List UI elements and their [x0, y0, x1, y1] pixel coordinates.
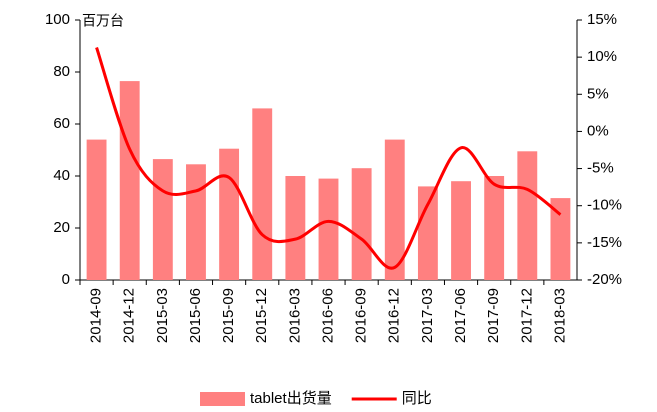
y-tick-label: 20: [53, 219, 70, 236]
y2-tick-label: 0%: [587, 122, 609, 139]
x-tick-label: 2016-12: [386, 288, 403, 343]
bar: [384, 139, 405, 280]
bar: [119, 81, 140, 280]
y2-tick-label: -20%: [587, 271, 622, 288]
y-tick-label: 0: [62, 271, 70, 288]
bar: [152, 159, 173, 280]
bar: [351, 168, 372, 280]
x-tick-label: 2015-06: [187, 288, 204, 343]
x-tick-label: 2017-12: [518, 288, 535, 343]
legend-label: tablet出货量: [250, 390, 332, 407]
x-tick-label: 2014-12: [121, 288, 138, 343]
bar: [252, 108, 273, 281]
bar: [517, 151, 538, 280]
bar: [186, 164, 206, 280]
x-tick-label: 2016-03: [286, 288, 303, 343]
x-tick-label: 2017-09: [485, 288, 502, 343]
bar: [550, 198, 571, 280]
y2-tick-label: -10%: [587, 197, 622, 214]
bar: [219, 148, 240, 280]
x-tick-label: 2017-06: [452, 288, 469, 343]
bar: [285, 176, 306, 280]
legend-label: 同比: [402, 390, 432, 407]
x-tick-label: 2016-09: [353, 288, 370, 343]
x-tick-label: 2014-09: [88, 288, 105, 343]
x-tick-label: 2017-03: [419, 288, 436, 343]
y2-tick-label: 10%: [587, 48, 617, 65]
x-tick-label: 2015-03: [154, 288, 171, 343]
y-tick-label: 60: [53, 115, 70, 132]
y2-tick-label: -5%: [587, 160, 614, 177]
x-tick-label: 2018-03: [551, 288, 568, 343]
x-tick-label: 2015-09: [220, 288, 237, 343]
y2-tick-label: -15%: [587, 234, 622, 251]
y-tick-label: 100: [45, 11, 70, 28]
y2-tick-label: 15%: [587, 11, 617, 28]
y-tick-label: 80: [53, 63, 70, 80]
x-tick-label: 2015-12: [253, 288, 270, 343]
x-tick-label: 2016-06: [319, 288, 336, 343]
y-tick-label: 40: [53, 167, 70, 184]
bar: [417, 186, 438, 280]
y2-tick-label: 5%: [587, 85, 609, 102]
bar: [451, 181, 471, 280]
line: [95, 47, 562, 270]
bar: [484, 176, 505, 280]
legend-swatch: [200, 392, 245, 406]
unit-label: 百万台: [82, 13, 124, 29]
bar: [86, 139, 107, 280]
bar: [318, 178, 339, 280]
